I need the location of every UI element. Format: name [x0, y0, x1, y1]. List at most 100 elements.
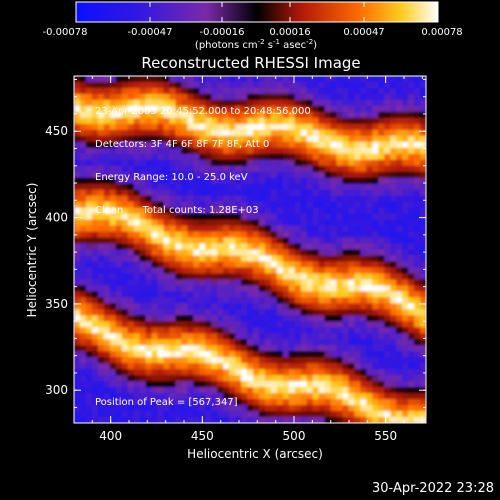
heatmap-cell — [372, 171, 379, 179]
heatmap-cell — [336, 117, 344, 125]
heatmap-cell — [115, 273, 123, 281]
heatmap-cell — [181, 141, 188, 149]
heatmap-cell — [229, 393, 236, 400]
heatmap-cell — [420, 285, 426, 292]
heatmap-cell — [187, 76, 194, 83]
heatmap-cell — [187, 267, 194, 275]
heatmap-cell — [270, 381, 278, 388]
heatmap-cell — [229, 141, 236, 149]
heatmap-cell — [145, 411, 153, 418]
heatmap-cell — [163, 399, 171, 406]
heatmap-cell — [193, 285, 200, 292]
heatmap-cell — [402, 333, 409, 340]
heatmap-cell — [336, 219, 344, 227]
heatmap-cell — [300, 291, 308, 298]
x-axis-label: Heliocentric X (arcsec) — [187, 447, 323, 461]
heatmap-cell — [324, 315, 332, 322]
heatmap-cell — [330, 171, 338, 179]
heatmap-cell — [294, 243, 302, 251]
heatmap-cell — [229, 399, 236, 406]
heatmap-cell — [163, 417, 171, 423]
heatmap-cell — [85, 351, 93, 358]
heatmap-cell — [366, 249, 373, 257]
heatmap-cell — [121, 273, 129, 281]
heatmap-cell — [318, 135, 326, 143]
heatmap-cell — [300, 351, 308, 358]
heatmap-cell — [378, 87, 385, 95]
heatmap-cell — [223, 135, 230, 143]
heatmap-cell — [360, 351, 367, 358]
heatmap-cell — [378, 285, 385, 292]
heatmap-cell — [306, 309, 314, 316]
heatmap-cell — [193, 76, 200, 83]
heatmap-cell — [187, 171, 194, 179]
heatmap-cell — [312, 255, 320, 263]
heatmap-cell — [366, 165, 373, 173]
heatmap-cell — [109, 321, 117, 328]
heatmap-cell — [181, 105, 188, 113]
heatmap-cell — [288, 339, 296, 346]
heatmap-cell — [354, 213, 361, 221]
heatmap-cell — [193, 303, 200, 310]
heatmap-cell — [336, 303, 344, 310]
heatmap-cell — [121, 171, 129, 179]
heatmap-cell — [372, 357, 379, 364]
heatmap-cell — [103, 351, 111, 358]
heatmap-cell — [133, 117, 141, 125]
heatmap-cell — [330, 357, 338, 364]
heatmap-cell — [420, 117, 426, 125]
heatmap-cell — [121, 309, 129, 316]
heatmap-cell — [175, 165, 182, 173]
heatmap-cell — [229, 93, 236, 101]
heatmap-cell — [193, 405, 200, 412]
heatmap-cell — [157, 333, 165, 340]
heatmap-cell — [390, 165, 397, 173]
heatmap-cell — [258, 111, 266, 119]
heatmap-cell — [342, 291, 350, 298]
heatmap-cell — [318, 405, 326, 412]
heatmap-cell — [372, 123, 379, 131]
heatmap-cell — [175, 327, 182, 334]
heatmap-cell — [115, 81, 123, 89]
heatmap-cell — [390, 357, 397, 364]
heatmap-cell — [109, 387, 117, 394]
heatmap-cell — [151, 147, 159, 155]
heatmap-cell — [318, 165, 326, 173]
heatmap-cell — [175, 399, 182, 406]
heatmap-cell — [282, 333, 290, 340]
heatmap-cell — [193, 309, 200, 316]
heatmap-cell — [270, 135, 278, 143]
heatmap-cell — [127, 207, 135, 215]
heatmap-cell — [366, 201, 373, 209]
heatmap-cell — [396, 219, 403, 227]
heatmap-cell — [414, 76, 421, 83]
heatmap-cell — [229, 219, 236, 227]
heatmap-cell — [384, 279, 391, 286]
heatmap-cell — [354, 339, 361, 346]
heatmap-cell — [252, 147, 260, 155]
heatmap-cell — [193, 237, 200, 245]
heatmap-cell — [408, 171, 415, 179]
heatmap-cell — [205, 177, 212, 185]
heatmap-cell — [235, 261, 242, 269]
heatmap-cell — [181, 405, 188, 412]
heatmap-cell — [181, 99, 188, 107]
heatmap-cell — [294, 249, 302, 257]
heatmap-cell — [324, 255, 332, 263]
heatmap-cell — [282, 87, 290, 95]
heatmap-cell — [342, 273, 350, 281]
heatmap-cell — [145, 135, 153, 143]
heatmap-cell — [133, 381, 141, 388]
heatmap-cell — [181, 261, 188, 269]
heatmap-cell — [354, 327, 361, 334]
heatmap-cell — [127, 189, 135, 197]
heatmap-cell — [79, 141, 87, 149]
heatmap-cell — [360, 76, 367, 83]
heatmap-cell — [402, 183, 409, 191]
heatmap-cell — [193, 177, 200, 185]
heatmap-cell — [372, 411, 379, 418]
heatmap-cell — [372, 225, 379, 233]
heatmap-cell — [74, 183, 81, 191]
heatmap-cell — [252, 363, 260, 370]
heatmap-cell — [74, 129, 81, 137]
